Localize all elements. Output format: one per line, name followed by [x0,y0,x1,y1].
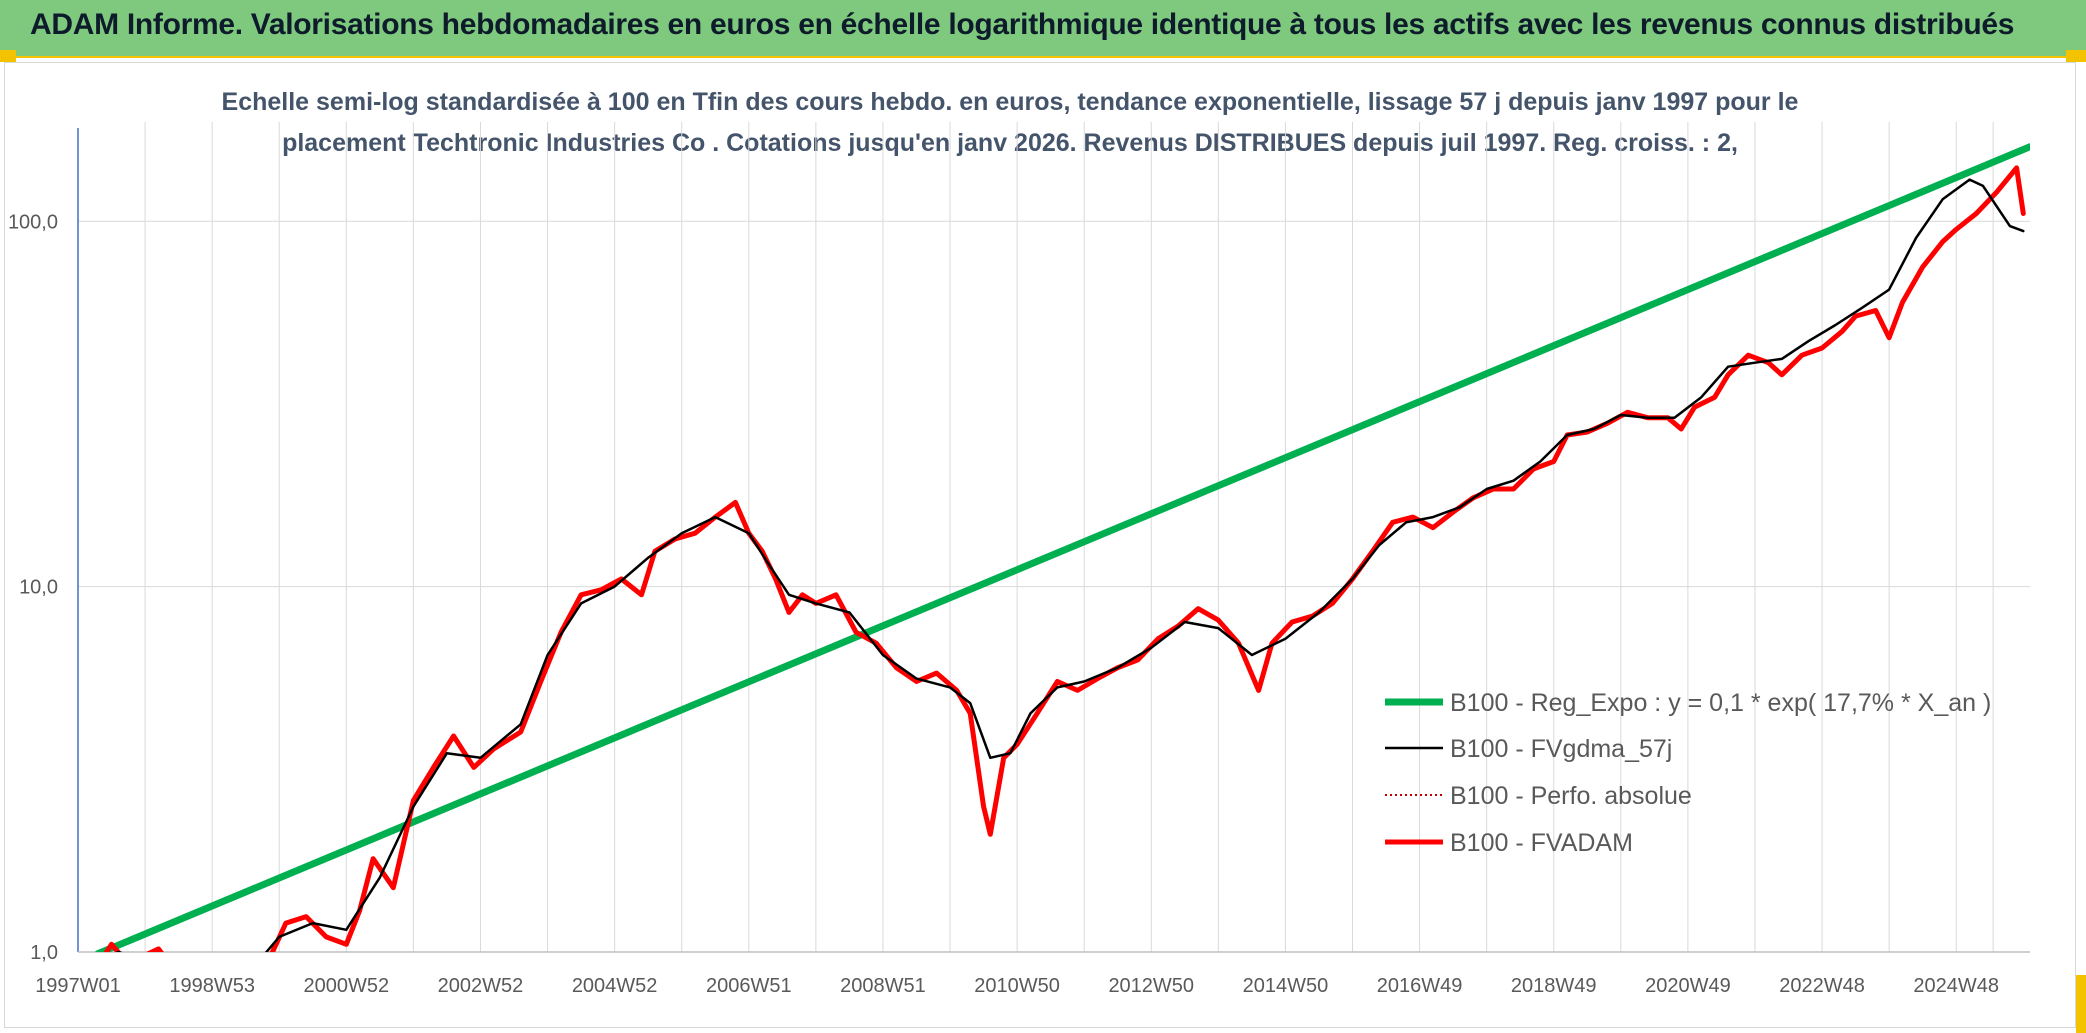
x-tick-label: 2004W52 [572,975,658,997]
x-tick-label: 2024W48 [1913,975,1999,997]
series-group [95,143,2030,952]
chart-frame [4,62,2076,1028]
series-line-3 [103,165,2026,952]
x-tick-label: 2014W50 [1243,975,1329,997]
x-tick-label: 2020W49 [1645,975,1731,997]
series-line-1 [115,178,2025,952]
x-tick-label: 2010W50 [974,975,1060,997]
y-tick-label: 100,0 [8,211,58,233]
x-tick-label: 1997W01 [35,975,121,997]
y-tick-label: 10,0 [19,577,58,599]
header-banner: ADAM Informe. Valorisations hebdomadaire… [0,0,2086,58]
x-tick-label: 2016W49 [1377,975,1463,997]
y-tick-label: 1,0 [30,942,58,964]
x-tick-label: 2008W51 [840,975,926,997]
x-tick-label: 2018W49 [1511,975,1597,997]
series-line-0 [95,143,2030,952]
grid-lines [78,122,2030,953]
legend-label-0: B100 - Reg_Expo : y = 0,1 * exp( 17,7% *… [1450,689,1991,717]
chart-title-line-2: placement Techtronic Industries Co . Cot… [282,129,1738,157]
x-tick-label: 2022W48 [1779,975,1865,997]
x-tick-label: 2000W52 [304,975,390,997]
legend: B100 - Reg_Expo : y = 0,1 * exp( 17,7% *… [1385,689,1991,857]
x-tick-label: 2012W50 [1108,975,1194,997]
chart-title-line-1: Echelle semi-log standardisée à 100 en T… [221,88,1799,116]
x-tick-label: 1998W53 [169,975,255,997]
corner-accent-bottom-right [2076,975,2086,1033]
legend-label-1: B100 - FVgdma_57j [1450,735,1672,763]
x-tick-label: 2002W52 [438,975,524,997]
banner-title: ADAM Informe. Valorisations hebdomadaire… [30,8,2015,41]
legend-label-3: B100 - FVADAM [1450,829,1633,857]
axes: 1,0 10,0 100,0 1997W01 1998W53 2000W52 2002W52… [8,128,2030,997]
corner-accent-left [0,50,16,62]
legend-label-2: B100 - Perfo. absolue [1450,782,1692,810]
corner-accent-right [2066,50,2086,62]
x-tick-label: 2006W51 [706,975,792,997]
